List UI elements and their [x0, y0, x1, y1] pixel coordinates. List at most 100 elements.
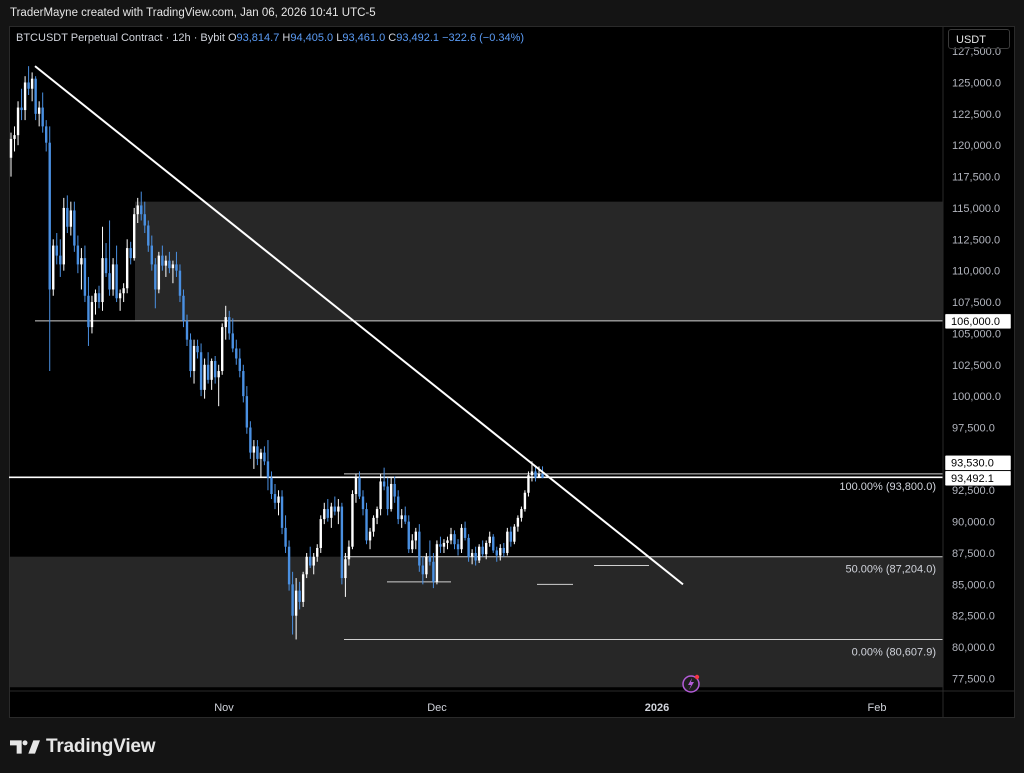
y-tick-label: 97,500.0 — [952, 423, 995, 435]
candle-body — [41, 107, 44, 127]
high-value: 94,405.0 — [290, 32, 334, 44]
price-label-box — [944, 455, 1012, 471]
candle-body — [94, 293, 97, 303]
candle-body — [294, 590, 298, 616]
candle-body — [520, 509, 523, 518]
brand-name: TradingView — [46, 736, 156, 757]
candle-body — [291, 584, 294, 616]
candle-body — [182, 295, 185, 321]
candle-body — [541, 473, 544, 478]
candle-body — [147, 225, 150, 246]
close-label: C — [388, 32, 397, 44]
x-tick-label: 2026 — [645, 702, 669, 714]
candle-body — [16, 107, 20, 136]
candle-body — [23, 82, 27, 111]
candle-body — [485, 542, 488, 555]
candle-body — [333, 506, 337, 512]
candle-body — [323, 509, 326, 520]
y-tick-label: 105,000.0 — [952, 328, 1001, 340]
candle-body — [30, 78, 34, 89]
price-label: 93,530.0 — [944, 455, 1012, 471]
candle-body — [523, 492, 527, 510]
candle-body — [375, 509, 379, 518]
y-tick-label: 125,000.0 — [952, 77, 1001, 89]
candle-body — [393, 483, 396, 497]
open-label: O — [227, 32, 237, 44]
candle-body — [365, 509, 368, 541]
price-chart[interactable]: 77,500.0 80,000.0 82,500.0 85,000.0 87,500.0… — [9, 26, 1015, 718]
high-label: H — [282, 32, 291, 44]
candle-body — [90, 302, 94, 328]
candle-body — [34, 78, 37, 114]
candle-body — [256, 446, 259, 459]
candle-body — [400, 515, 403, 520]
candle-body — [245, 396, 249, 428]
x-tick-label: Feb — [868, 702, 887, 714]
candle-body — [488, 536, 491, 543]
y-tick-label: 127,500.0 — [952, 46, 1001, 58]
candle-body — [347, 546, 351, 560]
candle-body — [477, 546, 481, 561]
candle-body — [73, 210, 76, 246]
attribution-text: TraderMayne created with TradingView.com… — [10, 7, 376, 19]
candle-body — [337, 506, 340, 512]
candle-body — [228, 317, 231, 334]
supply-zone — [135, 201, 943, 321]
candle-body — [492, 536, 495, 551]
candles — [9, 66, 544, 640]
y-tick-label: 120,000.0 — [952, 140, 1001, 152]
candle-body — [157, 255, 161, 290]
y-tick-label: 90,000.0 — [952, 517, 995, 529]
y-tick-label: 82,500.0 — [952, 611, 995, 623]
candle-body — [463, 527, 467, 538]
candle-body — [449, 534, 453, 541]
candle-body — [516, 517, 520, 527]
y-tick-label: 110,000.0 — [952, 266, 1000, 278]
candle-body — [52, 245, 55, 290]
candle-body — [389, 483, 393, 510]
candle-body — [368, 531, 372, 541]
candle-body — [69, 210, 73, 227]
candle-body — [411, 540, 414, 550]
candle-body — [358, 477, 361, 497]
y-tick-label: 85,000.0 — [952, 579, 995, 591]
candle-body — [108, 273, 111, 290]
candle-body — [133, 214, 136, 259]
candle-body — [111, 264, 115, 290]
candle-body — [136, 205, 139, 215]
candle-body — [45, 126, 48, 143]
y-tick-label: 87,500.0 — [952, 548, 995, 560]
currency-selector[interactable]: USDT — [948, 29, 1010, 49]
candle-body — [252, 446, 256, 453]
candle-body — [386, 486, 389, 510]
candle-body — [20, 107, 23, 111]
y-tick-label: 102,500.0 — [952, 360, 1001, 372]
candle-body — [414, 531, 417, 541]
candle-body — [189, 339, 192, 372]
candle-body — [221, 327, 224, 372]
candle-body — [534, 471, 537, 478]
candle-body — [284, 527, 287, 547]
candle-body — [55, 245, 58, 256]
fib-label: 50.00% (87,204.0) — [845, 564, 936, 576]
candle-body — [502, 547, 505, 553]
candle-body — [351, 494, 354, 547]
candle-body — [140, 205, 143, 215]
candle-body — [379, 481, 382, 510]
y-tick-label: 112,500.0 — [952, 234, 1000, 246]
candle-body — [418, 531, 421, 566]
candle-body — [344, 559, 347, 579]
candle-body — [530, 471, 534, 476]
candle-body — [143, 214, 146, 226]
candle-body — [210, 361, 213, 380]
low-label: L — [336, 32, 343, 44]
candle-body — [404, 515, 407, 522]
trendline — [34, 65, 684, 586]
price-label: 106,000.0 — [944, 313, 1012, 330]
demand-zone — [9, 556, 943, 688]
candle-body — [249, 427, 252, 453]
brand-footer[interactable]: TradingView — [10, 735, 156, 759]
candle-body — [270, 477, 273, 495]
candle-body — [316, 547, 319, 557]
candle-body — [13, 135, 16, 139]
